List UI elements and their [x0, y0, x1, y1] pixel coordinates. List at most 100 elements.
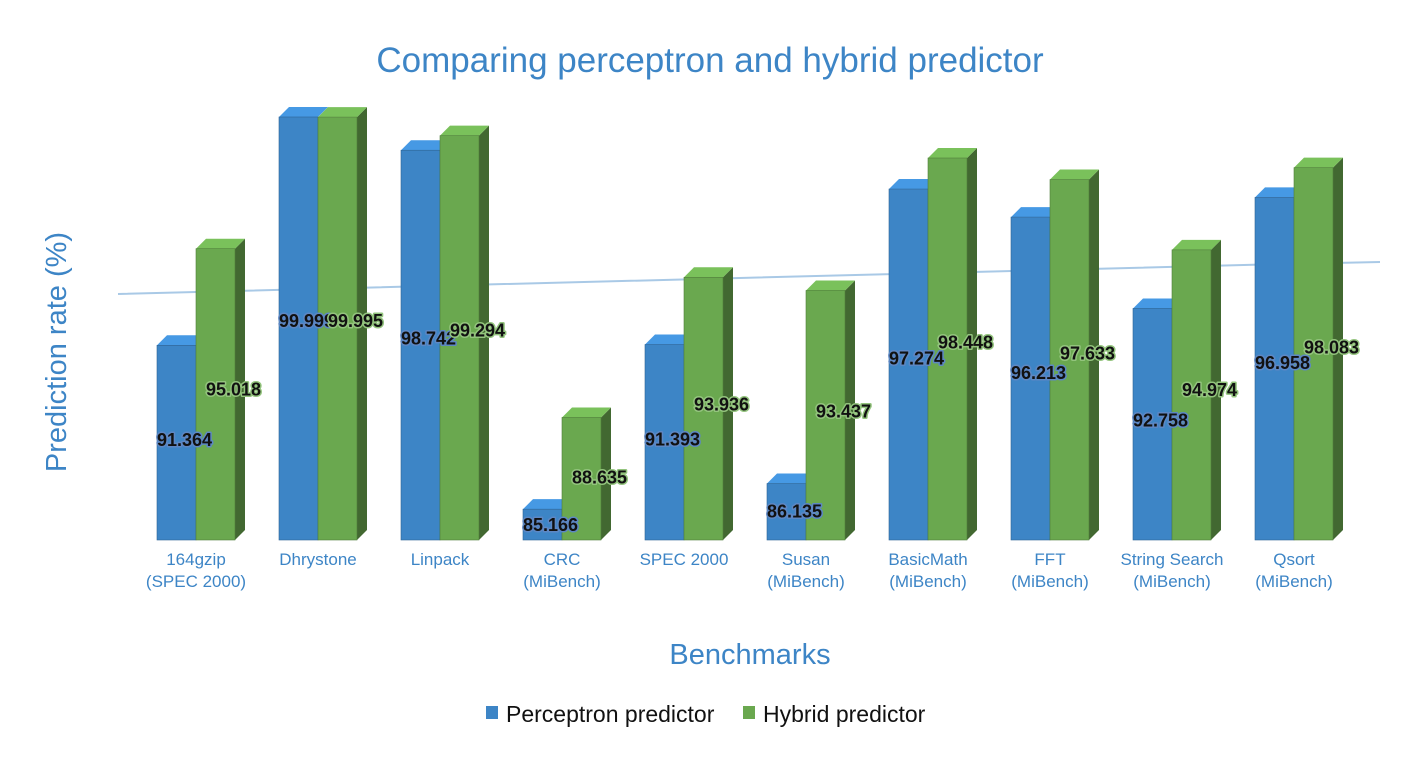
bar-side-hybrid-susan — [845, 280, 855, 540]
data-label-perceptron-basicmath: 97.274 — [889, 349, 944, 369]
data-label-perceptron-susan: 86.135 — [767, 502, 822, 522]
bar-perceptron-linpack — [400, 140, 450, 541]
bar-perceptron-crc — [522, 499, 572, 541]
bar-side-hybrid-dhrystone — [357, 107, 367, 540]
bar-side-hybrid-164gzip — [235, 238, 245, 540]
bar-perceptron-basicmath — [888, 179, 938, 541]
x-tick-label-164gzip: 164gzip — [166, 550, 226, 569]
x-tick-label-crc-sub: (MiBench) — [523, 572, 600, 591]
data-label-perceptron-linpack: 98.742 — [401, 328, 456, 348]
data-label-hybrid-164gzip: 95.018 — [206, 380, 261, 400]
bar-hybrid-crc — [561, 407, 611, 541]
bar-top-perceptron-susan — [767, 473, 816, 484]
bar-front-hybrid-164gzip — [195, 248, 236, 541]
data-label-perceptron-string-search: 92.758 — [1133, 411, 1188, 431]
bar-top-perceptron-164gzip — [157, 335, 206, 346]
legend-label-perceptron: Perceptron predictor — [506, 701, 715, 727]
bar-front-hybrid-qsort — [1293, 167, 1334, 541]
bar-top-hybrid-spec-2000 — [684, 267, 733, 278]
data-label-hybrid-fft: 97.633 — [1060, 344, 1115, 364]
bar-hybrid-spec-2000 — [683, 267, 733, 541]
bar-front-hybrid-dhrystone — [317, 116, 358, 541]
bar-top-perceptron-crc — [523, 499, 572, 510]
data-label-perceptron-qsort: 96.958 — [1255, 353, 1310, 373]
bar-front-hybrid-spec-2000 — [683, 277, 724, 541]
bar-side-hybrid-string-search — [1211, 239, 1221, 540]
bar-front-perceptron-spec-2000 — [644, 344, 685, 541]
x-tick-label-fft-sub: (MiBench) — [1011, 572, 1088, 591]
x-tick-label-crc: CRC — [544, 550, 581, 569]
data-label-perceptron-dhrystone: 99.999 — [279, 311, 334, 331]
data-label-perceptron-164gzip: 91.364 — [157, 430, 212, 450]
bar-top-hybrid-basicmath — [928, 148, 977, 159]
bar-top-hybrid-fft — [1050, 169, 1099, 180]
bar-perceptron-fft — [1010, 207, 1060, 541]
bar-hybrid-susan — [805, 280, 855, 541]
bar-hybrid-string-search — [1171, 239, 1221, 541]
bar-hybrid-dhrystone — [317, 107, 367, 541]
x-tick-label-susan-sub: (MiBench) — [767, 572, 844, 591]
x-axis-title: Benchmarks — [669, 639, 830, 671]
bar-perceptron-164gzip — [156, 335, 206, 541]
x-tick-label-string-search: String Search — [1121, 550, 1224, 569]
data-label-hybrid-dhrystone: 99.995 — [328, 311, 383, 331]
bar-front-hybrid-string-search — [1171, 249, 1212, 541]
bar-top-perceptron-string-search — [1133, 298, 1182, 309]
bar-perceptron-spec-2000 — [644, 334, 694, 541]
trendline-layer — [117, 261, 1381, 295]
x-tick-labels-layer: 164gzip (SPEC 2000) Dhrystone Linpack CRC (Mi… — [146, 550, 1333, 591]
bar-top-perceptron-fft — [1011, 207, 1060, 218]
chart-title: Comparing perceptron and hybrid predicto… — [376, 41, 1044, 80]
bar-front-perceptron-crc — [522, 508, 563, 541]
bar-front-perceptron-164gzip — [156, 345, 197, 541]
data-label-perceptron-crc: 85.166 — [523, 515, 578, 535]
bar-front-perceptron-dhrystone — [278, 116, 319, 541]
bar-top-hybrid-string-search — [1172, 239, 1221, 250]
x-tick-label-susan: Susan — [782, 550, 830, 569]
bar-perceptron-string-search — [1132, 298, 1182, 541]
bar-top-hybrid-linpack — [440, 125, 489, 136]
x-tick-label-qsort: Qsort — [1273, 550, 1315, 569]
bar-top-perceptron-spec-2000 — [645, 334, 694, 345]
bar-side-hybrid-qsort — [1333, 157, 1343, 540]
bar-top-perceptron-basicmath — [889, 179, 938, 190]
x-tick-label-basicmath: BasicMath — [888, 550, 967, 569]
data-label-hybrid-linpack: 99.294 — [450, 321, 505, 341]
x-tick-label-string-search-sub: (MiBench) — [1133, 572, 1210, 591]
bar-side-hybrid-linpack — [479, 125, 489, 541]
data-label-perceptron-fft: 96.213 — [1011, 363, 1066, 383]
legend-label-hybrid: Hybrid predictor — [763, 701, 926, 727]
bar-hybrid-basicmath — [927, 148, 977, 541]
bar-hybrid-linpack — [439, 125, 489, 541]
x-tick-label-linpack: Linpack — [411, 550, 470, 569]
x-tick-label-basicmath-sub: (MiBench) — [889, 572, 966, 591]
data-label-hybrid-string-search: 94.974 — [1182, 380, 1237, 400]
data-label-hybrid-spec-2000: 93.936 — [694, 394, 749, 414]
bar-top-hybrid-qsort — [1294, 157, 1343, 168]
x-tick-label-qsort-sub: (MiBench) — [1255, 572, 1332, 591]
y-axis-title: Prediction rate (%) — [41, 232, 73, 472]
bar-front-perceptron-string-search — [1132, 308, 1173, 541]
bar-front-hybrid-susan — [805, 290, 846, 541]
bar-top-perceptron-dhrystone — [279, 107, 328, 117]
bar-hybrid-qsort — [1293, 157, 1343, 541]
bar-side-hybrid-crc — [601, 407, 611, 540]
data-label-perceptron-spec-2000: 91.393 — [645, 429, 700, 449]
legend: Perceptron predictor Hybrid predictor — [486, 701, 926, 727]
x-tick-label-dhrystone: Dhrystone — [279, 550, 356, 569]
bar-front-perceptron-basicmath — [888, 188, 929, 541]
bar-top-hybrid-susan — [806, 280, 855, 291]
bar-top-perceptron-linpack — [401, 140, 450, 151]
bars-layer — [156, 107, 1343, 541]
legend-swatch-perceptron — [486, 706, 498, 719]
bar-hybrid-fft — [1049, 169, 1099, 541]
bar-front-hybrid-basicmath — [927, 157, 968, 541]
data-label-hybrid-susan: 93.437 — [816, 401, 871, 421]
bar-side-hybrid-basicmath — [967, 148, 977, 540]
bar-top-perceptron-qsort — [1255, 187, 1304, 198]
bar-front-perceptron-linpack — [400, 149, 441, 541]
bar-front-hybrid-crc — [561, 417, 602, 541]
x-tick-label-spec-2000: SPEC 2000 — [640, 550, 729, 569]
